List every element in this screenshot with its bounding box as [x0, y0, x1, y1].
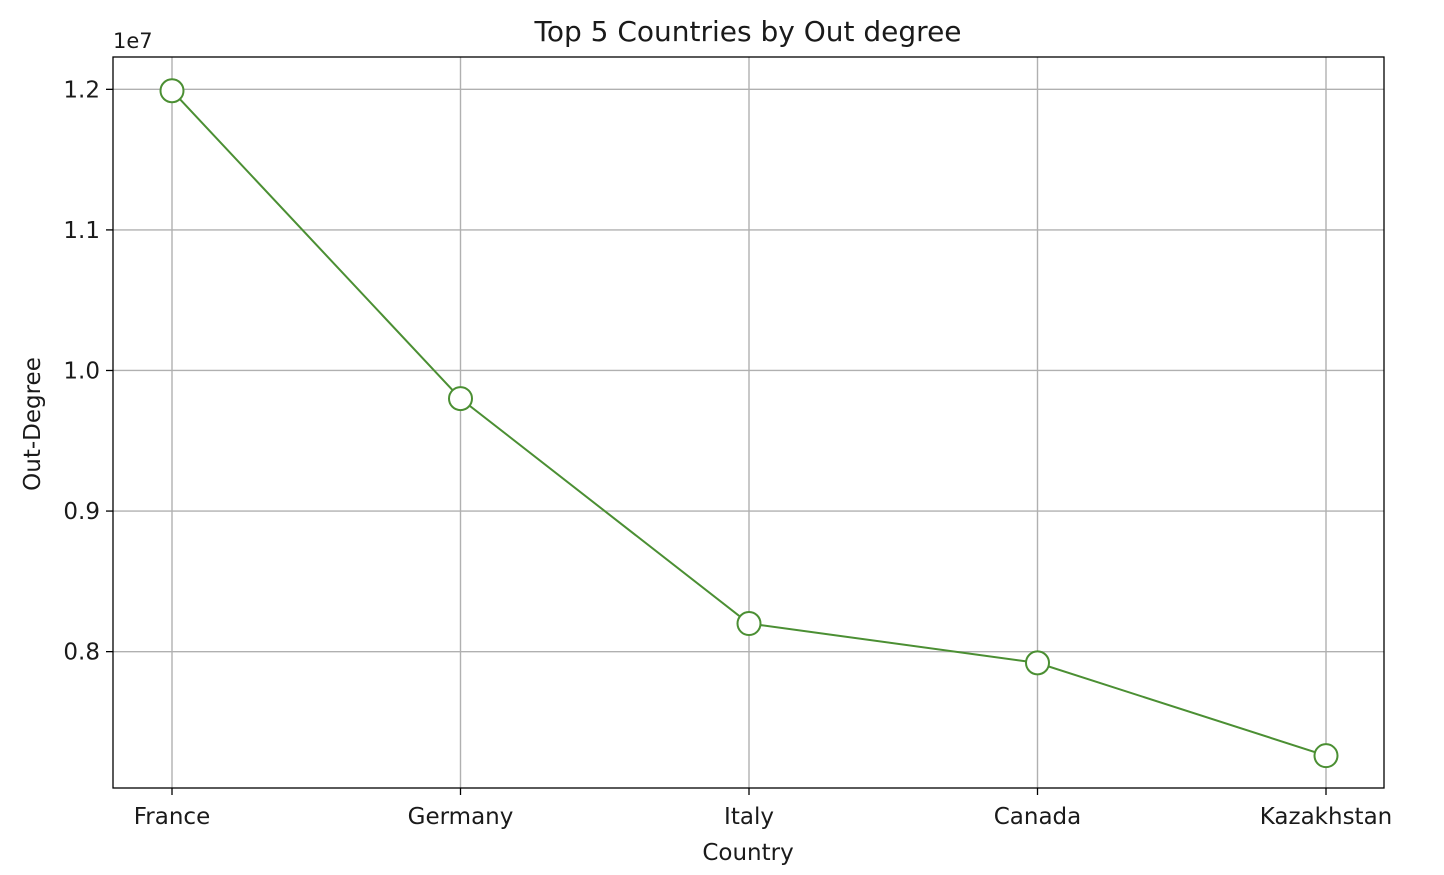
chart-title: Top 5 Countries by Out degree [533, 15, 961, 48]
x-tick-label: Germany [408, 804, 514, 830]
y-tick-label: 1.1 [63, 218, 100, 244]
x-tick-label: France [134, 804, 210, 830]
x-tick-label: Canada [994, 804, 1082, 830]
x-axis: France Germany Italy Canada Kazakhstan [134, 788, 1393, 830]
y-tick-label: 1.2 [63, 77, 100, 103]
y-axis-label: Out-Degree [20, 357, 46, 491]
data-point [1025, 650, 1050, 676]
y-tick-label: 1.0 [63, 358, 100, 384]
series-layer [159, 78, 1339, 769]
x-tick-label: Italy [724, 804, 774, 830]
data-point [159, 78, 185, 104]
x-axis-label: Country [702, 840, 793, 866]
data-point [448, 386, 473, 412]
y-tick-label: 0.9 [63, 499, 100, 525]
y-tick-label: 0.8 [63, 640, 100, 666]
data-point [736, 611, 762, 637]
grid-lines [113, 57, 1384, 788]
data-point [1313, 743, 1339, 769]
y-axis: 0.8 0.9 1.0 1.1 1.2 [63, 77, 113, 666]
x-tick-label: Kazakhstan [1260, 804, 1393, 830]
y-axis-offset-label: 1e7 [113, 29, 153, 53]
